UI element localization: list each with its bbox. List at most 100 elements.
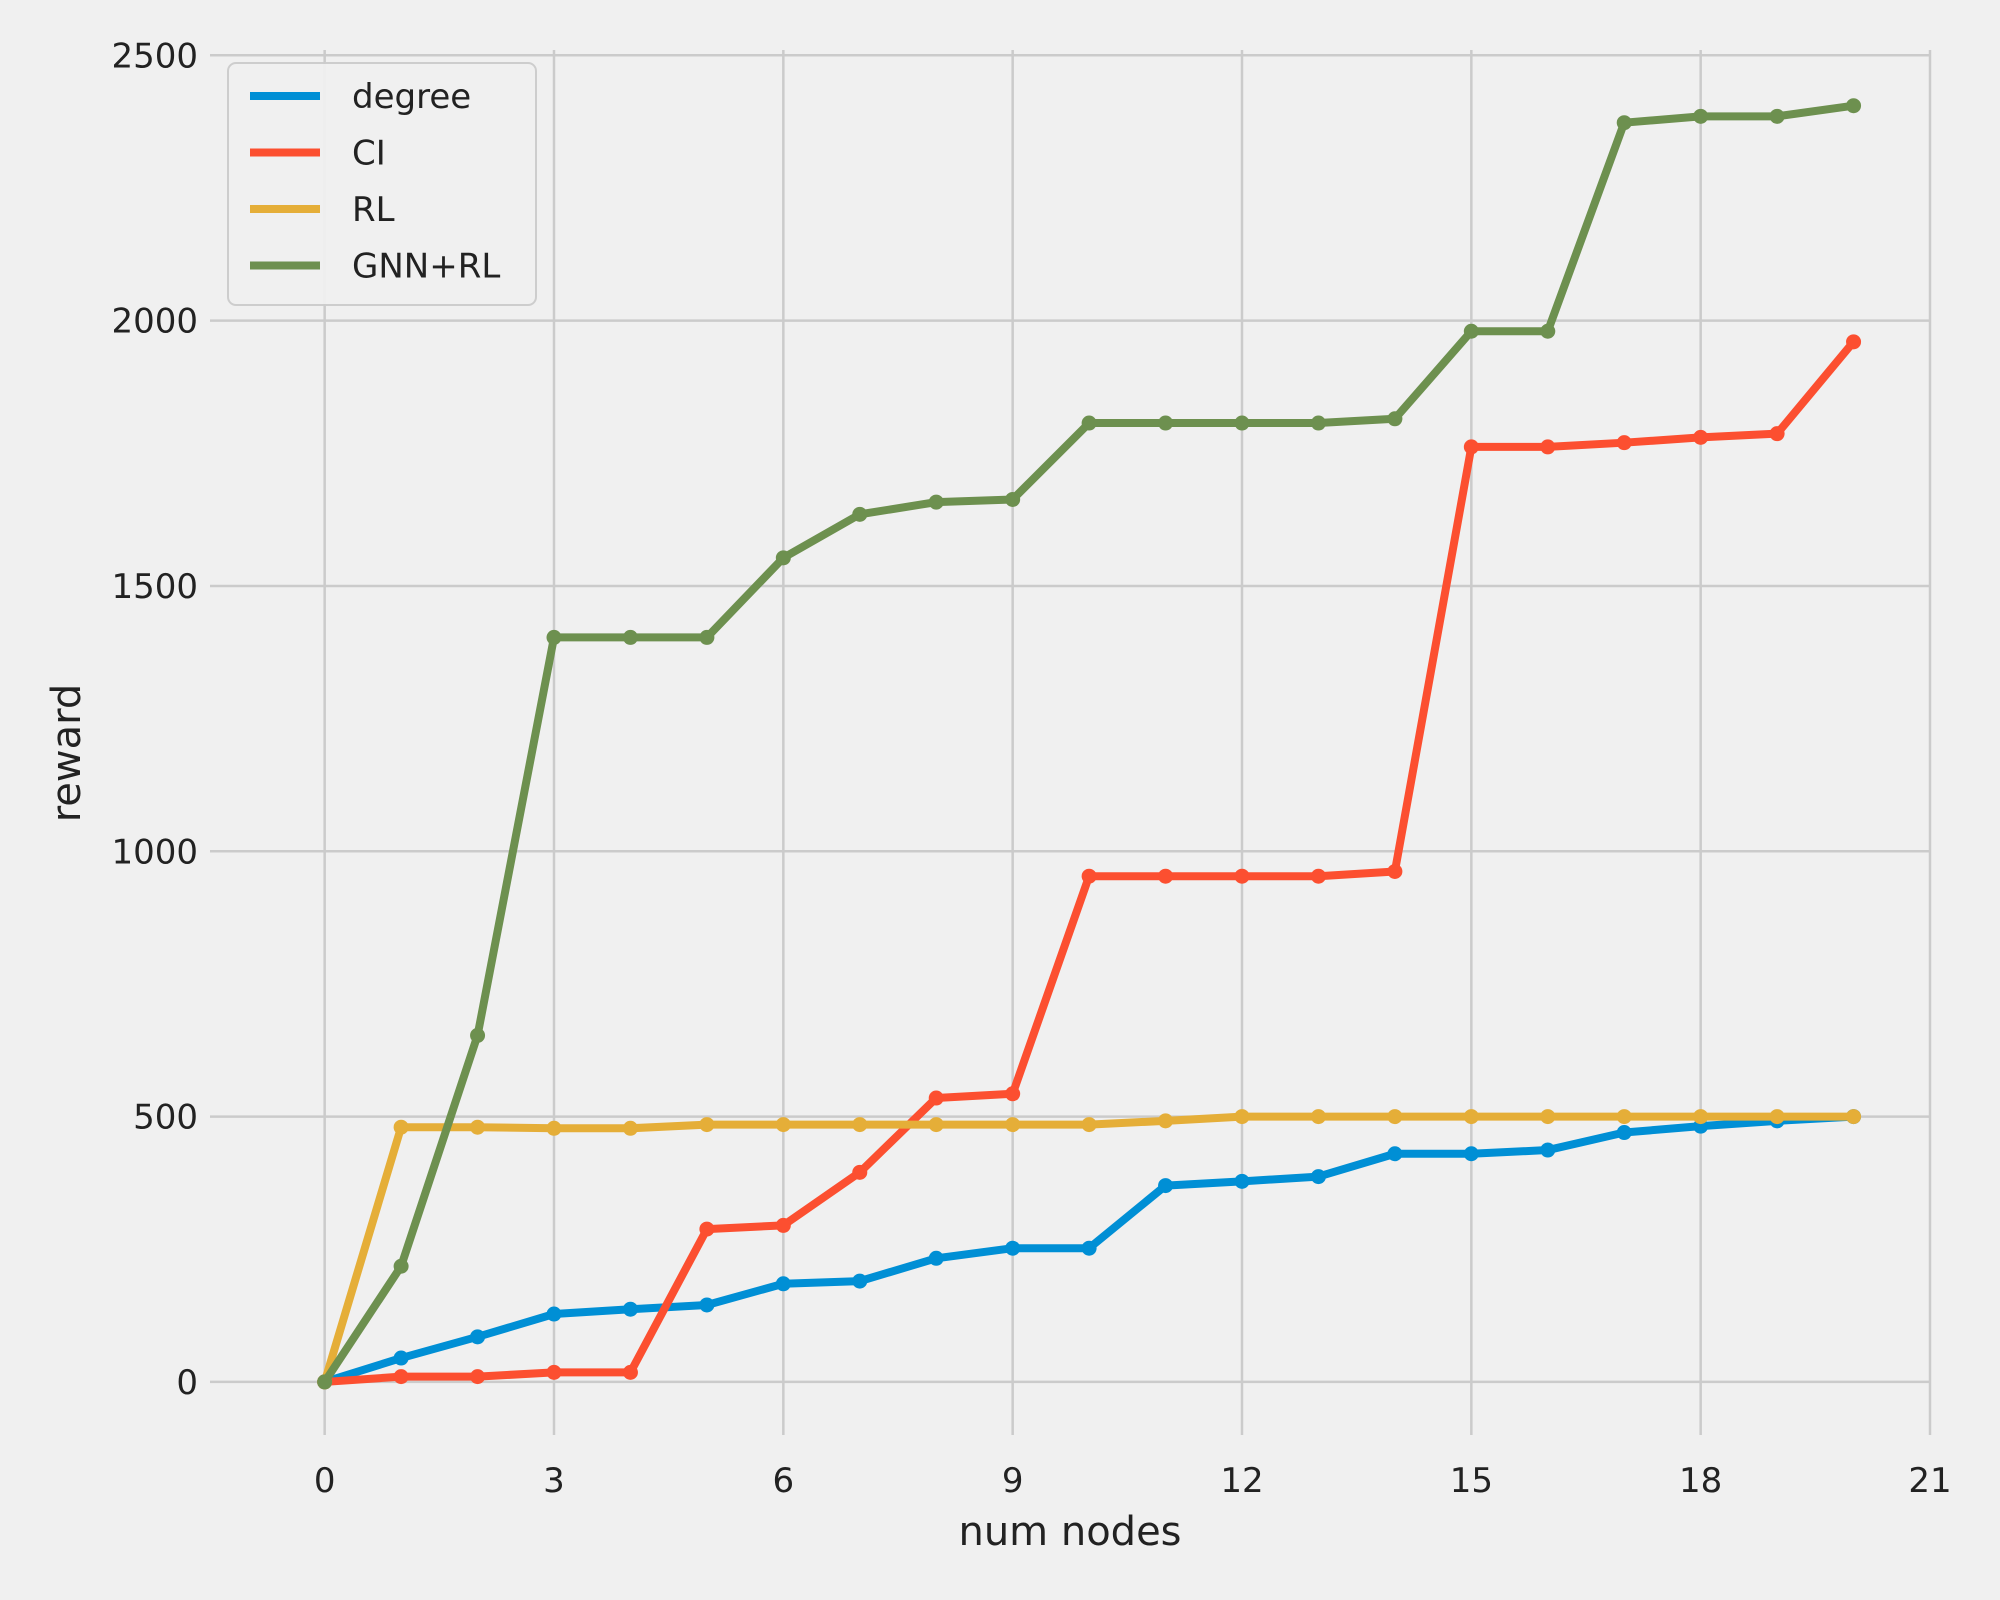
data-point [1463,1109,1479,1125]
y-tick-label: 2500 [111,36,198,76]
data-point [317,1374,333,1390]
x-tick-label: 21 [1908,1461,1951,1501]
data-point [1005,1086,1021,1102]
data-point [775,1217,791,1233]
data-point [1158,415,1174,431]
data-point [1846,1109,1862,1125]
data-point [1310,415,1326,431]
data-point [470,1027,486,1043]
data-point [1387,1146,1403,1162]
legend-label: GNN+RL [352,247,500,287]
data-point [1769,1109,1785,1125]
data-point [699,1117,715,1133]
data-point [1387,1109,1403,1125]
data-point [1693,108,1709,124]
legend-label: CI [352,134,386,174]
data-point [546,1364,562,1380]
data-point [1846,334,1862,350]
data-point [622,1120,638,1136]
y-tick-label: 0 [176,1363,198,1403]
data-point [1769,426,1785,442]
data-point [393,1350,409,1366]
data-point [1081,1117,1097,1133]
x-tick-label: 3 [543,1461,565,1501]
data-point [1463,439,1479,455]
x-tick-label: 18 [1679,1461,1722,1501]
x-tick-label: 9 [1002,1461,1024,1501]
data-point [1540,1142,1556,1158]
data-point [1616,435,1632,451]
data-point [1387,411,1403,427]
data-point [470,1119,486,1135]
data-point [622,1301,638,1317]
data-point [1846,98,1862,114]
data-point [699,1297,715,1313]
data-point [852,1273,868,1289]
data-point [622,629,638,645]
data-point [775,1117,791,1133]
data-point [1310,1109,1326,1125]
tick-labels: 0 3 6 9 12 15 18 21 0 500 1000 1500 2000 2500 [111,36,1951,1501]
data-point [393,1119,409,1135]
x-tick-label: 6 [773,1461,795,1501]
y-tick-label: 1500 [111,567,198,607]
data-point [1005,1240,1021,1256]
y-axis-label: reward [44,684,90,823]
data-point [699,1221,715,1237]
data-point [1693,429,1709,445]
data-point [928,1117,944,1133]
series-ci [317,334,1862,1390]
data-point [1158,1178,1174,1194]
legend-label: RL [352,190,395,230]
data-point [852,506,868,522]
x-tick-label: 0 [314,1461,336,1501]
data-point [622,1364,638,1380]
data-point [852,1164,868,1180]
data-point [546,1120,562,1136]
data-point [775,1276,791,1292]
data-point [546,1306,562,1322]
data-point [928,494,944,510]
data-point [775,550,791,566]
data-point [1616,115,1632,131]
y-tick-label: 500 [133,1098,198,1138]
data-point [1234,415,1250,431]
data-point [1540,439,1556,455]
data-point [1234,868,1250,884]
data-point [928,1250,944,1266]
data-point [1310,1169,1326,1185]
data-point [1769,108,1785,124]
series-gnn-rl [317,98,1862,1390]
data-point [1234,1109,1250,1125]
y-tick-label: 1000 [111,832,198,872]
data-point [470,1329,486,1345]
data-point [393,1258,409,1274]
legend: degree CI RL GNN+RL [227,62,537,306]
data-point [1005,491,1021,507]
y-tick-label: 2000 [111,302,198,342]
data-point [1081,1240,1097,1256]
data-point [1005,1117,1021,1133]
data-point [928,1090,944,1106]
data-point [1616,1125,1632,1141]
data-point [546,629,562,645]
series-lines [317,98,1862,1390]
data-point [1158,868,1174,884]
data-point [1387,863,1403,879]
data-point [1463,1146,1479,1162]
legend-frame [227,62,537,306]
series-rl [317,1109,1862,1390]
x-tick-label: 12 [1220,1461,1263,1501]
data-point [1463,323,1479,339]
data-point [1081,868,1097,884]
data-point [1540,323,1556,339]
data-point [1234,1173,1250,1189]
data-point [1540,1109,1556,1125]
data-point [1616,1109,1632,1125]
data-point [852,1117,868,1133]
x-tick-label: 15 [1450,1461,1493,1501]
data-point [699,629,715,645]
data-point [1158,1113,1174,1129]
